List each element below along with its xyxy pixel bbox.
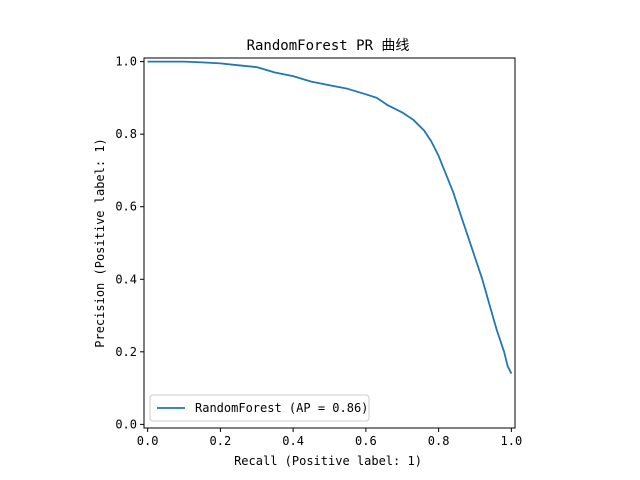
y-tick-label: 0.2 bbox=[115, 345, 137, 359]
chart-title: RandomForest PR 曲线 bbox=[247, 38, 410, 54]
x-tick-label: 0.6 bbox=[355, 434, 377, 448]
x-tick-label: 0.2 bbox=[210, 434, 232, 448]
x-tick-label: 1.0 bbox=[501, 434, 523, 448]
axes-frame bbox=[143, 57, 516, 429]
x-tick-label: 0.8 bbox=[428, 434, 450, 448]
y-tick-label: 0.6 bbox=[115, 200, 137, 214]
legend-label: RandomForest (AP = 0.86) bbox=[195, 401, 368, 415]
pr-curve-line bbox=[147, 60, 513, 375]
plot-area bbox=[143, 57, 516, 429]
y-tick-label: 1.0 bbox=[115, 55, 137, 69]
x-axis-label: Recall (Positive label: 1) bbox=[234, 454, 422, 468]
y-tick-label: 0.4 bbox=[115, 272, 137, 286]
y-axis-label: Precision (Positive label: 1) bbox=[93, 138, 107, 348]
x-axis-ticks: 0.0 0.2 0.4 0.6 0.8 1.0 bbox=[137, 428, 522, 448]
legend: RandomForest (AP = 0.86) bbox=[149, 394, 370, 422]
x-tick-label: 0.0 bbox=[137, 434, 159, 448]
y-tick-label: 0.0 bbox=[115, 417, 137, 431]
y-axis-ticks: 0.0 0.2 0.4 0.6 0.8 1.0 bbox=[115, 55, 144, 431]
y-tick-label: 0.8 bbox=[115, 127, 137, 141]
legend-box bbox=[149, 394, 370, 422]
x-tick-label: 0.4 bbox=[282, 434, 304, 448]
